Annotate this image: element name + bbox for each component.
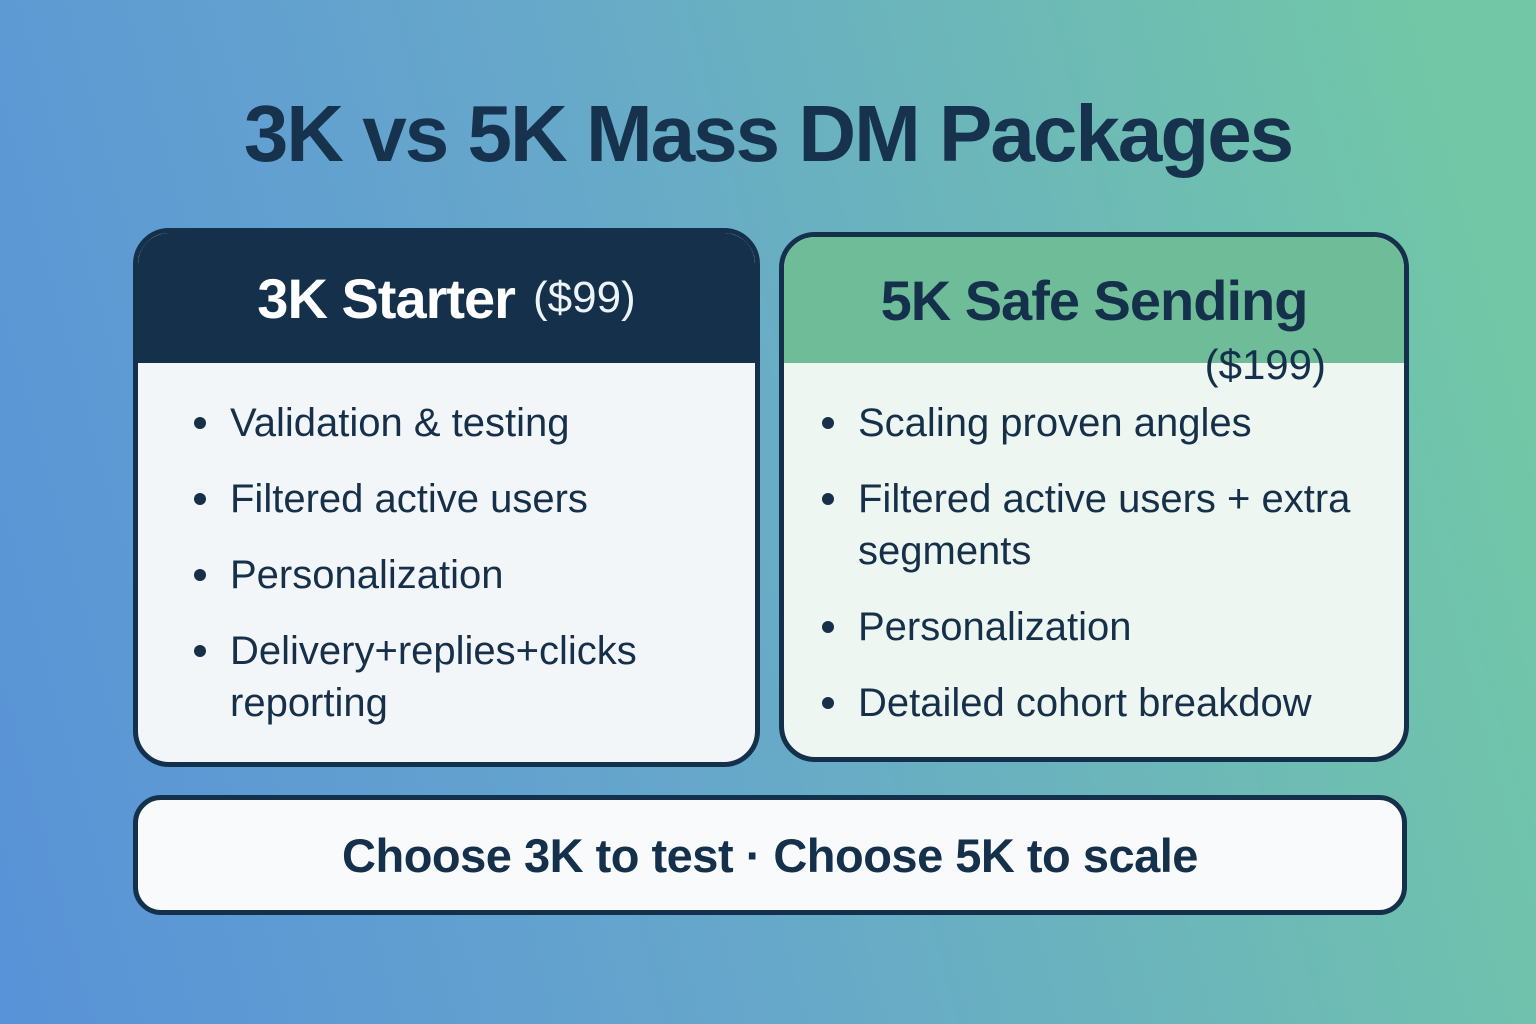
feature-item: Detailed cohort breakdow [802,677,1390,729]
card-3k-header: 3K Starter ($99) [138,233,755,363]
bullet-dot-icon [194,493,206,505]
footer-text: Choose 3K to test · Choose 5K to scale [342,828,1198,882]
feature-item-text: Validation & testing [230,401,570,445]
feature-item-text: Detailed cohort breakdow [858,681,1312,725]
card-5k-header: 5K Safe Sending ($199) [784,237,1404,388]
feature-item-text: Scaling proven angles [858,401,1252,445]
feature-item-text: Filtered active users + extra segments [858,477,1351,573]
feature-item-text: Personalization [858,605,1132,649]
feature-item: Personalization [802,601,1390,653]
feature-list-5k: Scaling proven angles Filtered active us… [784,363,1404,729]
bullet-dot-icon [822,493,834,505]
feature-item-text: Filtered active users [230,477,588,521]
feature-item-text: Delivery+replies+clicks reporting [230,629,637,725]
feature-item-text: Personalization [230,553,504,597]
feature-item: Filtered active users + extra segments [802,473,1390,577]
bullet-dot-icon [194,569,206,581]
feature-item: Delivery+replies+clicks reporting [174,625,721,729]
card-5k-safe-sending: 5K Safe Sending ($199) Scaling proven an… [779,232,1409,762]
card-5k-title: 5K Safe Sending [880,268,1309,332]
footer-bar: Choose 3K to test · Choose 5K to scale [133,795,1407,915]
page-title: 3K vs 5K Mass DM Packages [243,89,1294,178]
feature-item: Validation & testing [174,397,721,449]
card-5k-price: ($199) [1204,341,1326,388]
bullet-dot-icon [822,621,834,633]
bullet-dot-icon [194,645,206,657]
card-3k-title: 3K Starter [257,266,516,330]
bullet-dot-icon [822,697,834,709]
feature-item: Scaling proven angles [802,397,1390,449]
bullet-dot-icon [194,417,206,429]
feature-item: Filtered active users [174,473,721,525]
card-3k-price: ($99) [532,273,636,322]
bullet-dot-icon [822,417,834,429]
feature-list-3k: Validation & testing Filtered active use… [138,363,755,729]
feature-item: Personalization [174,549,721,601]
card-3k-starter: 3K Starter ($99) Validation & testing Fi… [133,228,760,767]
